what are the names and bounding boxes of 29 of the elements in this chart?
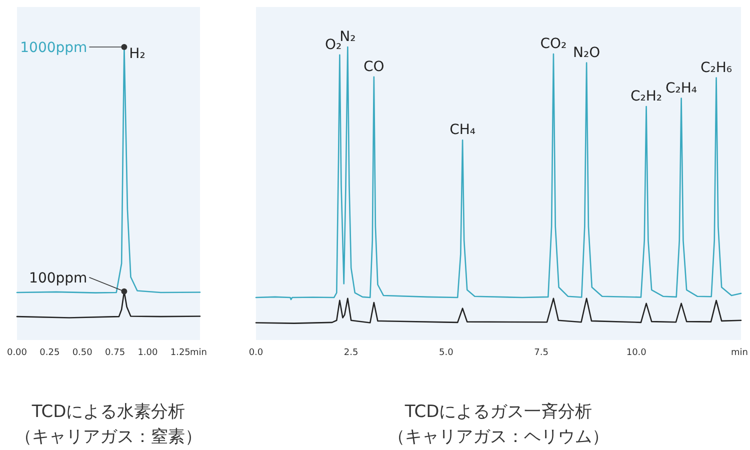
x-tick-label: 0.25 <box>40 348 60 358</box>
x-tick-label: 0.75 <box>105 348 126 358</box>
text: TCDによるガス一斉分析 <box>404 402 592 422</box>
x-tick-label: 0.00 <box>6 348 28 358</box>
x-tick-label: 1.25 <box>170 348 190 358</box>
x-tick-label: 0.50 <box>72 348 93 358</box>
annotation: CO <box>364 58 384 75</box>
text: （キャリアガス：窒素） <box>15 427 202 447</box>
annotation: C₂H₆ <box>700 60 732 76</box>
annotation: O₂ <box>325 36 342 53</box>
text: TCDによる水素分析 <box>30 402 186 422</box>
x-tick-label: 0.0 <box>248 348 264 358</box>
x-axis-title: min <box>190 348 207 358</box>
text: （キャリアガス：ヘリウム） <box>388 427 609 447</box>
annotation: 1000ppm <box>20 40 88 56</box>
annotation: 100ppm <box>29 270 88 286</box>
x-axis-title: min <box>731 348 748 358</box>
annotation: H₂ <box>129 46 146 62</box>
annotation: N₂O <box>573 44 600 61</box>
annotation: C₂H₄ <box>666 80 698 96</box>
x-tick-label: 10.0 <box>626 348 647 358</box>
x-tick-label: 7.5 <box>534 348 548 358</box>
annotation: C₂H₂ <box>630 88 662 104</box>
x-tick-label: 5.0 <box>439 348 454 358</box>
x-tick-label: 2.5 <box>344 348 358 358</box>
annotation: CH₄ <box>450 122 476 138</box>
annotation: CO₂ <box>540 36 567 52</box>
annotation: N₂ <box>340 29 356 45</box>
x-tick-label: 1.00 <box>138 348 158 358</box>
